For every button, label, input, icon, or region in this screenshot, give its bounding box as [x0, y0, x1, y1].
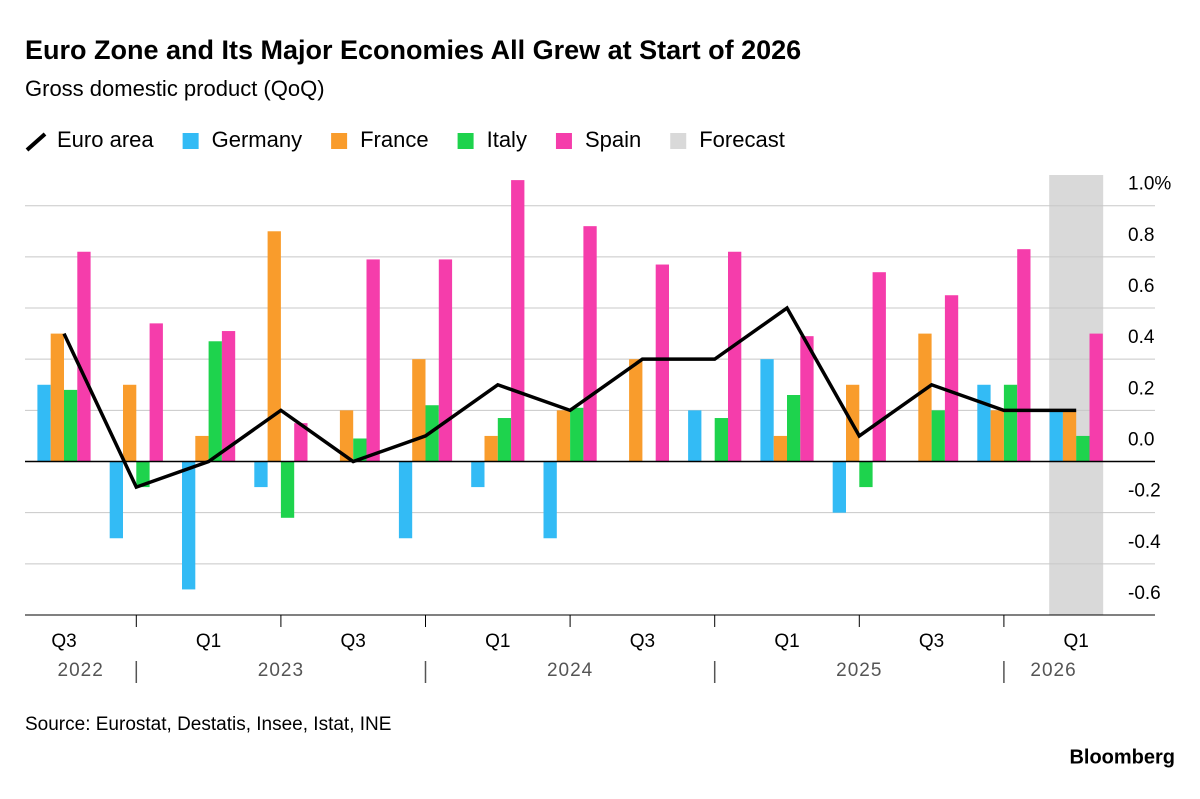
bar: [280, 461, 295, 518]
bar: [208, 341, 222, 462]
bar: [221, 331, 236, 462]
x-tick-label: Q1: [774, 631, 799, 652]
bar: [1062, 410, 1077, 462]
bar: [990, 410, 1004, 462]
y-tick-label: 0.4: [1128, 327, 1155, 348]
bar: [484, 435, 498, 462]
x-tick-label: Q3: [51, 631, 76, 652]
legend-swatch: [670, 133, 687, 149]
year-label: 2022: [58, 660, 104, 681]
x-tick-label: Q3: [341, 631, 366, 652]
y-tick-label: -0.2: [1128, 481, 1161, 502]
bar: [497, 418, 512, 462]
year-label: 2026: [1030, 660, 1076, 681]
bar: [37, 384, 51, 462]
bar: [123, 384, 137, 462]
legend-swatch: [331, 133, 348, 149]
bar: [438, 259, 453, 462]
chart-title: Euro Zone and Its Major Economies All Gr…: [25, 35, 801, 65]
bar: [50, 333, 64, 462]
y-tick-label: 0.8: [1128, 225, 1154, 246]
bar: [787, 395, 801, 462]
bar: [1076, 435, 1090, 462]
bar: [688, 410, 702, 462]
bar: [931, 410, 945, 462]
y-tick-label: 0.0: [1128, 430, 1154, 451]
legend-swatch: [555, 133, 572, 149]
y-tick-label: 1.0%: [1128, 174, 1171, 195]
legend-label: France: [360, 127, 428, 152]
bar: [267, 231, 281, 462]
bar: [1049, 410, 1063, 462]
year-label: 2023: [258, 660, 304, 681]
bar: [543, 461, 557, 539]
legend-label: Spain: [585, 127, 641, 152]
bar: [583, 226, 597, 462]
source: Source: Eurostat, Destatis, Insee, Istat…: [25, 714, 391, 735]
y-tick-label: 0.6: [1128, 276, 1154, 297]
bar: [556, 410, 571, 462]
legend-swatch: [182, 133, 199, 149]
bar: [353, 438, 367, 462]
year-label: 2025: [836, 660, 882, 681]
bar: [1017, 249, 1031, 462]
legend-label: Germany: [212, 127, 302, 152]
legend-swatch: [25, 132, 47, 152]
bar: [64, 389, 78, 462]
chart-subtitle: Gross domestic product (QoQ): [25, 76, 325, 101]
legend-label: Forecast: [699, 127, 785, 152]
bar: [800, 336, 814, 462]
x-tick-label: Q1: [1064, 631, 1089, 652]
y-tick-label: -0.4: [1128, 532, 1161, 553]
bar: [832, 461, 846, 513]
bar: [714, 418, 728, 462]
legend-label: Italy: [487, 127, 527, 152]
bar: [773, 435, 787, 462]
bar: [918, 333, 932, 462]
bar: [728, 251, 742, 462]
bar: [977, 384, 991, 462]
bar: [570, 407, 584, 462]
brand: Bloomberg: [1069, 746, 1175, 768]
bar: [182, 461, 196, 590]
bar: [136, 461, 150, 488]
bar: [109, 461, 123, 539]
bar: [398, 461, 413, 539]
bar: [1003, 384, 1018, 462]
bar: [471, 461, 485, 488]
bar: [859, 461, 873, 488]
bar: [944, 295, 959, 462]
bar: [195, 435, 209, 462]
bar: [149, 323, 163, 462]
legend-swatch: [457, 133, 474, 149]
bar: [254, 461, 268, 488]
y-tick-label: 0.2: [1128, 378, 1154, 399]
bar: [425, 405, 439, 462]
line: [62, 305, 1077, 490]
bar: [629, 359, 643, 462]
bar: [872, 272, 886, 462]
year-label: 2024: [547, 660, 593, 681]
x-tick-label: Q3: [919, 631, 944, 652]
bar: [511, 180, 525, 462]
bar: [760, 359, 774, 462]
bar: [294, 423, 308, 462]
bar: [655, 264, 669, 462]
bar: [339, 410, 354, 462]
x-tick-label: Q1: [196, 631, 221, 652]
bar: [77, 251, 91, 462]
x-tick-label: Q1: [485, 631, 510, 652]
bar: [1089, 333, 1103, 462]
x-tick-label: Q3: [630, 631, 655, 652]
bar: [412, 359, 426, 462]
bar: [366, 259, 380, 462]
y-tick-label: -0.6: [1128, 583, 1161, 604]
legend-label: Euro area: [57, 127, 154, 152]
